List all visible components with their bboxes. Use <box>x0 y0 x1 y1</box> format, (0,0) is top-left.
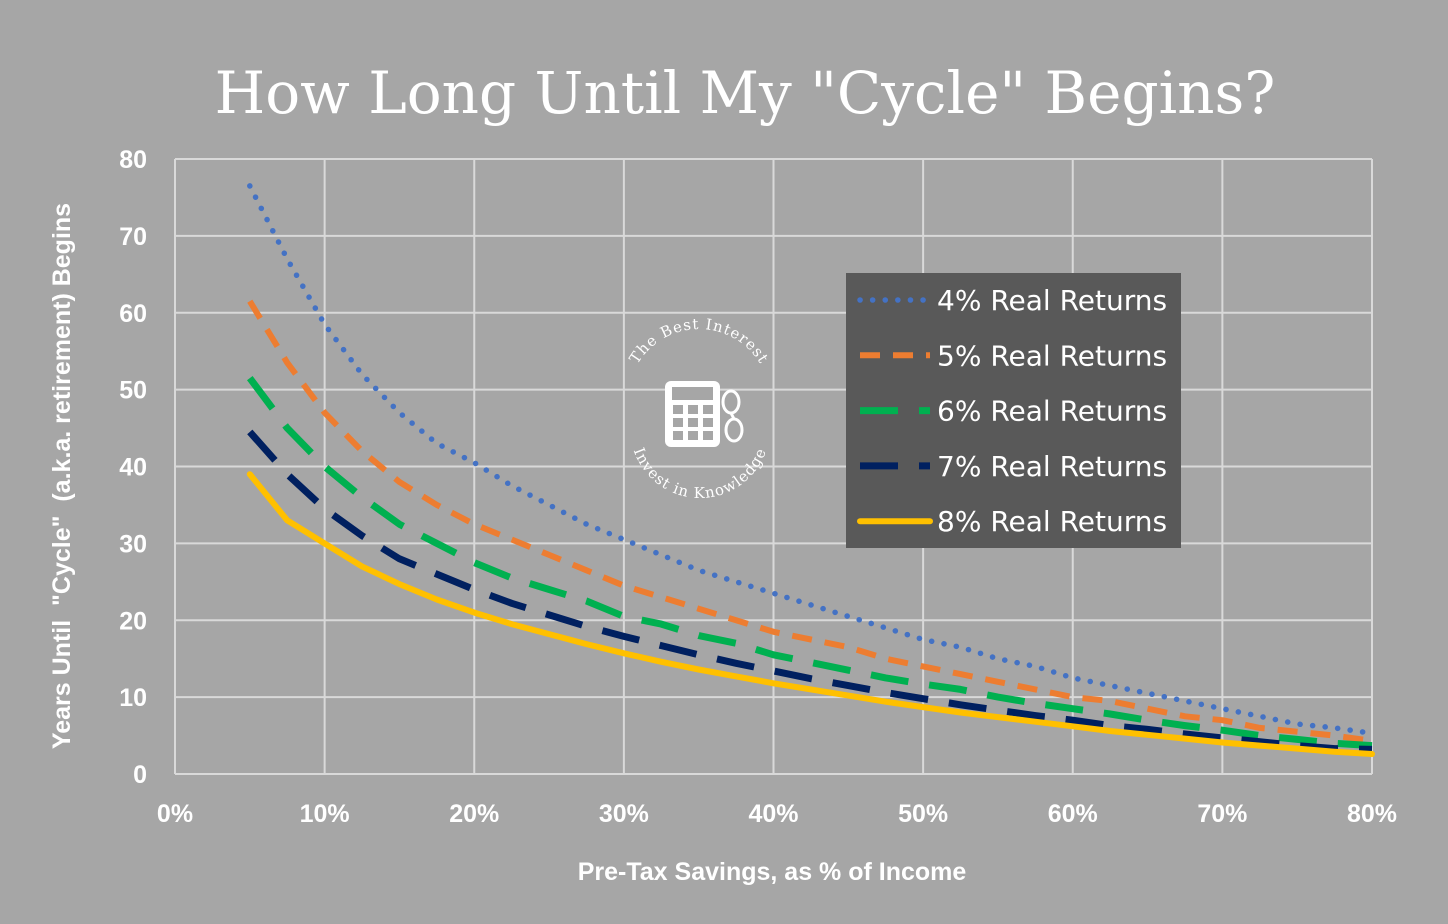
series-line-3 <box>246 376 1373 750</box>
y-tick-label: 80 <box>119 146 147 174</box>
series-lines <box>246 183 1375 757</box>
axis-ticks: 0 10 20 30 40 50 60 70 80 0% 10% 20% 30% 40% 50% 60% 70%… <box>119 146 1397 828</box>
x-axis-title: Pre-Tax Savings, as % of Income <box>578 858 967 886</box>
x-tick-label: 20% <box>449 800 499 828</box>
legend-label: 7% Real Returns <box>937 450 1167 483</box>
x-tick-label: 70% <box>1197 800 1247 828</box>
x-tick-label: 60% <box>1048 800 1098 828</box>
legend-label: 6% Real Returns <box>937 395 1167 428</box>
y-tick-label: 40 <box>119 454 147 482</box>
y-tick-label: 30 <box>119 530 147 558</box>
x-tick-label: 30% <box>599 800 649 828</box>
watermark-logo: The Best Interest Invest in Knowledge <box>626 315 773 502</box>
y-tick-label: 70 <box>119 223 147 251</box>
x-tick-label: 0% <box>157 800 193 828</box>
series-line-5 <box>246 471 1375 757</box>
series-line-2 <box>247 299 1373 744</box>
y-tick-label: 10 <box>119 684 147 712</box>
legend-label: 5% Real Returns <box>937 339 1167 372</box>
x-tick-label: 50% <box>898 800 948 828</box>
calculator-icon <box>665 381 744 447</box>
y-tick-label: 50 <box>119 377 147 405</box>
watermark-bottom-text: Invest in Knowledge <box>630 445 770 502</box>
legend-box <box>846 273 1181 548</box>
series-line-1 <box>247 183 1375 737</box>
x-tick-label: 80% <box>1347 800 1397 828</box>
watermark-top-text: The Best Interest <box>626 315 773 367</box>
x-tick-label: 10% <box>300 800 350 828</box>
y-tick-label: 20 <box>119 607 147 635</box>
y-axis-title: Years Until "Cycle" (a.k.a. retirement) … <box>48 203 76 749</box>
series-line-4 <box>247 429 1373 753</box>
legend-label: 4% Real Returns <box>937 284 1167 317</box>
y-tick-label: 0 <box>133 761 147 789</box>
legend: 4% Real Returns 5% Real Returns 6% Real Re… <box>846 273 1181 548</box>
chart-title: How Long Until My "Cycle" Begins? <box>215 59 1276 127</box>
x-tick-label: 40% <box>748 800 798 828</box>
legend-label: 8% Real Returns <box>937 505 1167 538</box>
y-tick-label: 60 <box>119 300 147 328</box>
